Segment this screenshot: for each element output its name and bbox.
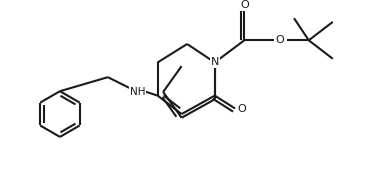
Text: N: N (210, 57, 219, 68)
Text: O: O (275, 35, 284, 45)
Text: O: O (237, 104, 246, 114)
Text: O: O (240, 0, 249, 10)
Text: NH: NH (130, 87, 145, 97)
